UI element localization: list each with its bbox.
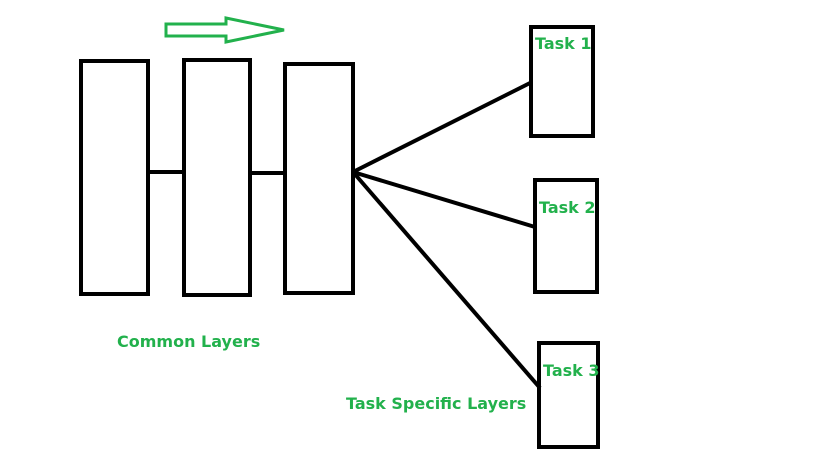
task-box-3 (537, 341, 600, 449)
task-box-1 (529, 25, 595, 138)
task-specific-layers-label: Task Specific Layers (346, 394, 527, 413)
branch-line-task-3 (351, 170, 542, 390)
task-1-label: Task 1 (535, 34, 592, 53)
common-layer-box-2 (182, 58, 252, 297)
right-arrow-icon (164, 16, 285, 44)
common-layer-box-3 (283, 62, 355, 295)
branch-line-task-2 (352, 170, 536, 229)
task-box-2 (533, 178, 599, 294)
common-layers-label: Common Layers (117, 332, 261, 351)
task-2-label: Task 2 (539, 198, 596, 217)
task-3-label: Task 3 (543, 361, 600, 380)
branch-line-task-1 (352, 80, 533, 174)
common-layer-box-1 (79, 59, 150, 296)
